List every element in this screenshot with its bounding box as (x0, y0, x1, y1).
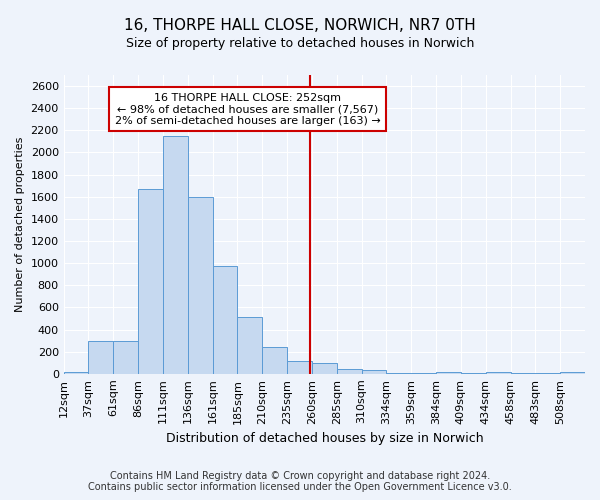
Bar (485, 372, 511, 374)
Bar (312, 364, 337, 374)
Y-axis label: Number of detached properties: Number of detached properties (15, 136, 25, 312)
Bar (362, 370, 386, 374)
Text: Size of property relative to detached houses in Norwich: Size of property relative to detached ho… (126, 38, 474, 51)
Text: 16, THORPE HALL CLOSE, NORWICH, NR7 0TH: 16, THORPE HALL CLOSE, NORWICH, NR7 0TH (124, 18, 476, 32)
Bar (262, 346, 287, 374)
Bar (560, 372, 585, 374)
Bar (113, 340, 138, 374)
X-axis label: Distribution of detached houses by size in Norwich: Distribution of detached houses by size … (166, 432, 483, 445)
Bar (163, 136, 188, 374)
Bar (238, 318, 262, 374)
Text: Contains HM Land Registry data © Crown copyright and database right 2024.
Contai: Contains HM Land Registry data © Crown c… (88, 471, 512, 492)
Bar (287, 360, 312, 374)
Bar (138, 189, 163, 374)
Bar (64, 372, 88, 374)
Bar (212, 266, 238, 374)
Text: 16 THORPE HALL CLOSE: 252sqm
← 98% of detached houses are smaller (7,567)
2% of : 16 THORPE HALL CLOSE: 252sqm ← 98% of de… (115, 92, 381, 126)
Bar (188, 196, 212, 374)
Bar (386, 372, 411, 374)
Bar (88, 340, 113, 374)
Bar (436, 372, 461, 374)
Bar (337, 370, 362, 374)
